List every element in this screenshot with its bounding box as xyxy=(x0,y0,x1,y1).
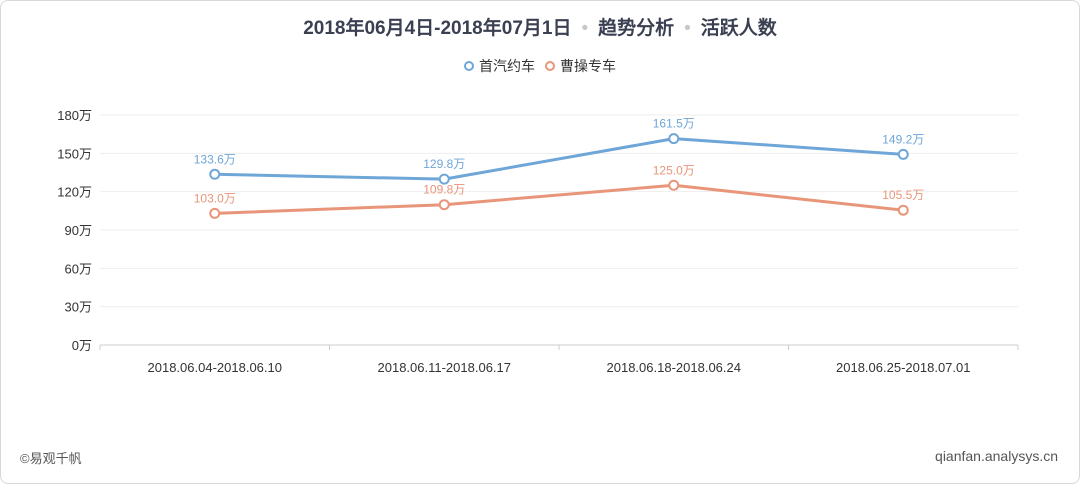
copyright-text: ©易观千帆 xyxy=(20,451,82,466)
legend-item-series-1[interactable]: 首汽约车 xyxy=(464,56,535,76)
series-line-1 xyxy=(214,137,904,181)
data-point-series-1 xyxy=(668,133,680,145)
data-point-series-1 xyxy=(897,148,909,160)
y-tick-label: 30万 xyxy=(65,300,92,315)
legend-marker-series-1 xyxy=(464,61,474,71)
data-point-series-2 xyxy=(668,179,680,191)
x-tick-label: 2018.06.18-2018.06.24 xyxy=(607,360,741,375)
data-point-series-1 xyxy=(209,168,221,180)
header-separator-1: • xyxy=(581,18,589,39)
y-tick-label: 90万 xyxy=(65,223,92,238)
y-tick-label: 60万 xyxy=(65,261,92,276)
data-point-series-2 xyxy=(438,199,450,211)
legend-label-series-2: 曹操专车 xyxy=(560,58,616,74)
data-label-series-2: 125.0万 xyxy=(653,163,695,177)
x-tick-label: 2018.06.25-2018.07.01 xyxy=(836,360,970,375)
y-tick-label: 0万 xyxy=(72,338,92,353)
metric-title: 活跃人数 xyxy=(700,18,777,39)
legend-item-series-2[interactable]: 曹操专车 xyxy=(545,56,616,76)
chart-header: 2018年06月4日-2018年07月1日 • 趋势分析 • 活跃人数 xyxy=(0,13,1080,40)
line-chart: 0万 30万 60万 90万 120万 150万 180万 2018.06.04-2018.0… xyxy=(57,108,1019,375)
y-tick-label: 150万 xyxy=(57,146,92,161)
date-range: 2018年06月4日-2018年07月1日 xyxy=(303,18,572,39)
data-label-series-1: 161.5万 xyxy=(653,117,695,131)
legend-marker-series-2 xyxy=(545,61,555,71)
legend-label-series-1: 首汽约车 xyxy=(479,58,535,74)
data-label-series-2: 105.5万 xyxy=(882,188,924,202)
data-label-series-1: 133.6万 xyxy=(194,152,236,166)
data-label-series-1: 129.8万 xyxy=(423,157,465,171)
y-tick-label: 120万 xyxy=(57,185,92,200)
site-url[interactable]: qianfan.analysys.cn xyxy=(935,448,1058,464)
series-line-2 xyxy=(214,183,904,215)
x-tick-label: 2018.06.04-2018.06.10 xyxy=(148,360,282,375)
data-point-series-2 xyxy=(897,204,909,216)
header-separator-2: • xyxy=(684,18,691,39)
section-title: 趋势分析 xyxy=(598,18,675,39)
data-point-series-1 xyxy=(438,173,450,185)
x-tick-label: 2018.06.11-2018.06.17 xyxy=(378,360,512,375)
data-label-series-2: 109.8万 xyxy=(423,183,465,197)
data-label-series-1: 149.2万 xyxy=(882,132,924,146)
data-point-series-2 xyxy=(209,207,221,219)
y-tick-label: 180万 xyxy=(57,108,92,123)
data-label-series-2: 103.0万 xyxy=(194,191,236,205)
legend: 首汽约车 曹操专车 xyxy=(0,56,1080,76)
